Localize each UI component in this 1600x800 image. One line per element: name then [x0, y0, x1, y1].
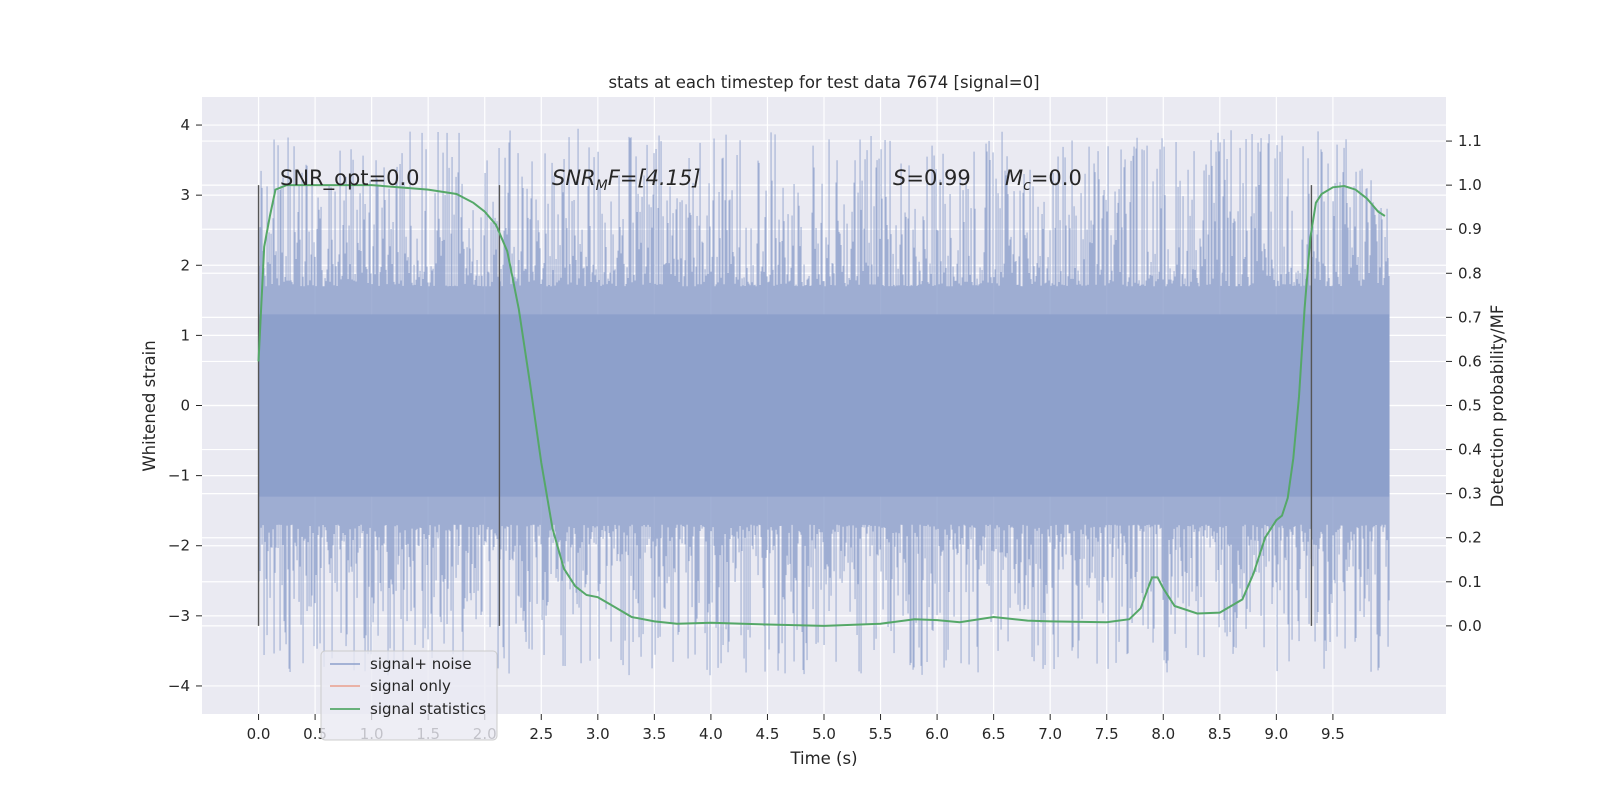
- legend: signal+ noise signal only signal statist…: [320, 650, 498, 741]
- annotation-snr-mf-base: SNR: [552, 166, 596, 190]
- legend-label-signal-statistics: signal statistics: [370, 700, 486, 718]
- annotation-snr-mf: SNRMF=[4.15]: [552, 166, 701, 194]
- x-tick-label: 8.0: [1151, 725, 1175, 743]
- x-tick-label: 6.0: [925, 725, 949, 743]
- x-tick-label: 9.5: [1321, 725, 1345, 743]
- annotation-mc-sub: c: [1023, 178, 1031, 194]
- annotation-mc: Mc=0.0: [1005, 166, 1082, 194]
- x-tick-label: 7.0: [1038, 725, 1062, 743]
- y2-tick-label: 0.7: [1458, 308, 1482, 326]
- y2-tick-label: 1.1: [1458, 132, 1482, 150]
- y-tick-label: 3: [180, 186, 190, 204]
- x-tick-label: 3.0: [586, 725, 610, 743]
- vertical-markers: [257, 185, 1313, 626]
- annotation-snr-mf-rest: F=[4.15]: [608, 166, 701, 190]
- y2-tick-label: 0.4: [1458, 441, 1482, 459]
- annotation-snr-mf-sub: M: [596, 178, 608, 194]
- x-tick-label: 4.0: [699, 725, 723, 743]
- x-tick-label: 2.5: [529, 725, 553, 743]
- annotation-snr-opt: SNR_opt=0.0: [280, 166, 420, 191]
- x-tick-label: 9.0: [1264, 725, 1288, 743]
- x-tick-label: 0.0: [247, 725, 271, 743]
- x-tick-label: 4.5: [756, 725, 780, 743]
- x-tick-label: 5.5: [869, 725, 893, 743]
- legend-label-signal-plus-noise: signal+ noise: [370, 655, 472, 673]
- y2-tick-label: 0.6: [1458, 352, 1482, 370]
- annotation-s-rest: =0.99: [906, 166, 970, 190]
- y-tick-label: −1: [168, 467, 190, 485]
- y2-tick-label: 0.5: [1458, 397, 1482, 415]
- y2-axis-ticks: 1.1 1.0 0.9 0.8 0.7 0.6 0.5 0.4 0.3 0.2 0.1 0.0: [1446, 132, 1482, 635]
- y2-tick-label: 0.2: [1458, 529, 1482, 547]
- y-tick-label: 0: [180, 397, 190, 415]
- y-tick-label: −2: [168, 537, 190, 555]
- y2-tick-label: 0.0: [1458, 617, 1482, 635]
- annotation-s: S=0.99: [893, 166, 971, 190]
- y-tick-label: −3: [168, 607, 190, 625]
- y2-tick-label: 0.9: [1458, 220, 1482, 238]
- x-tick-label: 3.5: [642, 725, 666, 743]
- y2-tick-label: 0.8: [1458, 264, 1482, 282]
- legend-box: [320, 650, 498, 741]
- x-tick-label: 7.5: [1095, 725, 1119, 743]
- x-tick-label: 8.5: [1208, 725, 1232, 743]
- x-tick-label: 6.5: [982, 725, 1006, 743]
- y-axis-label: Whitened strain: [140, 340, 159, 471]
- y2-tick-label: 0.1: [1458, 573, 1482, 591]
- x-axis-ticks: 0.00.51.01.52.02.53.03.54.04.55.05.56.06…: [247, 714, 1345, 743]
- chart-title: stats at each timestep for test data 767…: [608, 73, 1039, 92]
- series-signal-plus-noise: [258, 128, 1390, 676]
- x-tick-label: 5.0: [812, 725, 836, 743]
- y-tick-label: −4: [168, 677, 190, 695]
- signal-statistics-line: [257, 184, 1386, 627]
- y2-axis-label: Detection probability/MF: [1488, 305, 1507, 508]
- y2-tick-label: 0.3: [1458, 485, 1482, 503]
- y2-tick-label: 1.0: [1458, 176, 1482, 194]
- x-axis-label: Time (s): [789, 749, 857, 768]
- annotation-mc-rest: =0.0: [1031, 166, 1082, 190]
- annotation-mc-var: M: [1005, 166, 1023, 190]
- y-axis-ticks: 4 3 2 1 0 −1 −2 −3 −4: [168, 116, 202, 695]
- annotation-s-var: S: [893, 166, 906, 190]
- y-tick-label: 2: [180, 256, 190, 274]
- legend-label-signal-only: signal only: [370, 677, 451, 695]
- series-signal-statistics: [257, 184, 1386, 627]
- y-tick-label: 4: [180, 116, 190, 134]
- y-tick-label: 1: [180, 326, 190, 344]
